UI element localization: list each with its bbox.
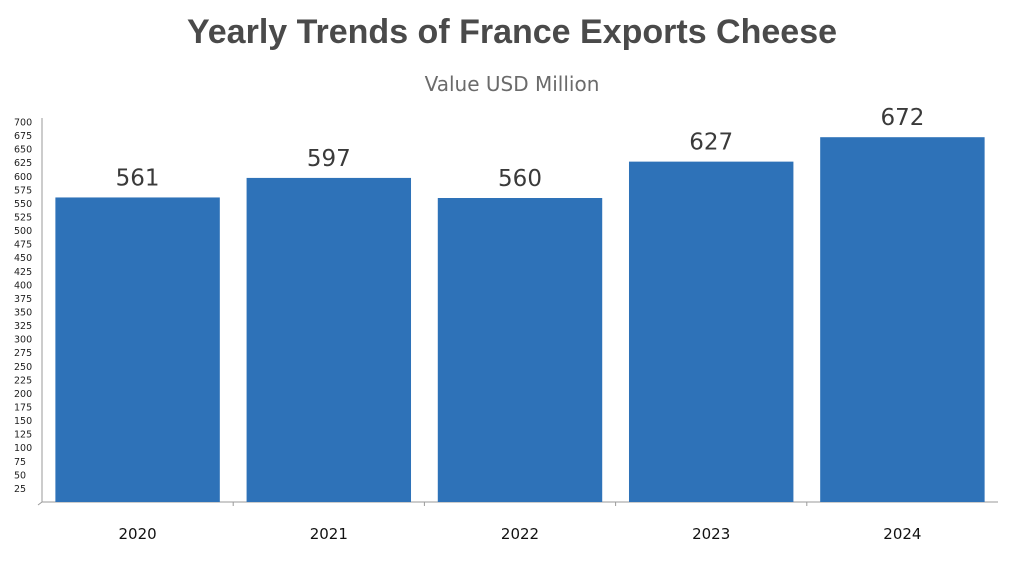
y-tick-label: 600 <box>14 172 32 183</box>
y-tick-label: 575 <box>14 185 32 196</box>
y-tick-label: 525 <box>14 213 32 224</box>
y-tick-label: 300 <box>14 335 32 346</box>
x-tick-label: 2021 <box>310 525 348 543</box>
y-tick-label: 75 <box>14 457 26 468</box>
y-tick-label: 375 <box>14 294 32 305</box>
bar-2020 <box>55 197 220 502</box>
y-tick-label: 450 <box>14 253 32 264</box>
y-tick-label: 100 <box>14 443 32 454</box>
x-tick-label: 2022 <box>501 525 539 543</box>
y-tick-label: 550 <box>14 199 32 210</box>
y-tick-label: 400 <box>14 280 32 291</box>
y-tick-label: 225 <box>14 375 32 386</box>
y-tick-label: 625 <box>14 158 32 169</box>
y-tick-label: 350 <box>14 308 32 319</box>
x-tick-label: 2024 <box>883 525 921 543</box>
y-tick-label: 675 <box>14 131 32 142</box>
y-tick-label: 325 <box>14 321 32 332</box>
y-tick-label: 475 <box>14 240 32 251</box>
y-tick-label: 700 <box>14 118 32 129</box>
y-tick-label: 25 <box>14 484 26 495</box>
y-tick-label: 425 <box>14 267 32 278</box>
axis-origin-tick <box>37 501 43 506</box>
y-tick-label: 150 <box>14 416 32 427</box>
bar-2022 <box>437 198 603 502</box>
bar-2024 <box>820 137 985 502</box>
y-tick-label: 250 <box>14 362 32 373</box>
plot-area: 25 50 75 100 125 150 175 200 225 250 275 300 325 350 3… <box>14 105 998 543</box>
data-label: 561 <box>116 165 160 191</box>
bar-2023 <box>628 161 794 502</box>
y-tick-label: 200 <box>14 389 32 400</box>
x-tick-label: 2023 <box>692 525 730 543</box>
x-tick-label: 2020 <box>119 525 157 543</box>
data-label: 627 <box>689 130 733 156</box>
data-label: 597 <box>307 146 351 172</box>
chart-title: Yearly Trends of France Exports Cheese <box>187 13 837 51</box>
y-tick-label: 275 <box>14 348 32 359</box>
data-label: 560 <box>498 166 542 192</box>
y-tick-label: 500 <box>14 226 32 237</box>
y-tick-label: 125 <box>14 430 32 441</box>
data-label: 672 <box>880 105 924 131</box>
y-tick-label: 175 <box>14 403 32 414</box>
chart-subtitle: Value USD Million <box>425 72 600 96</box>
y-tick-label: 50 <box>14 470 26 481</box>
bar-2021 <box>246 177 412 502</box>
y-tick-label: 650 <box>14 145 32 156</box>
